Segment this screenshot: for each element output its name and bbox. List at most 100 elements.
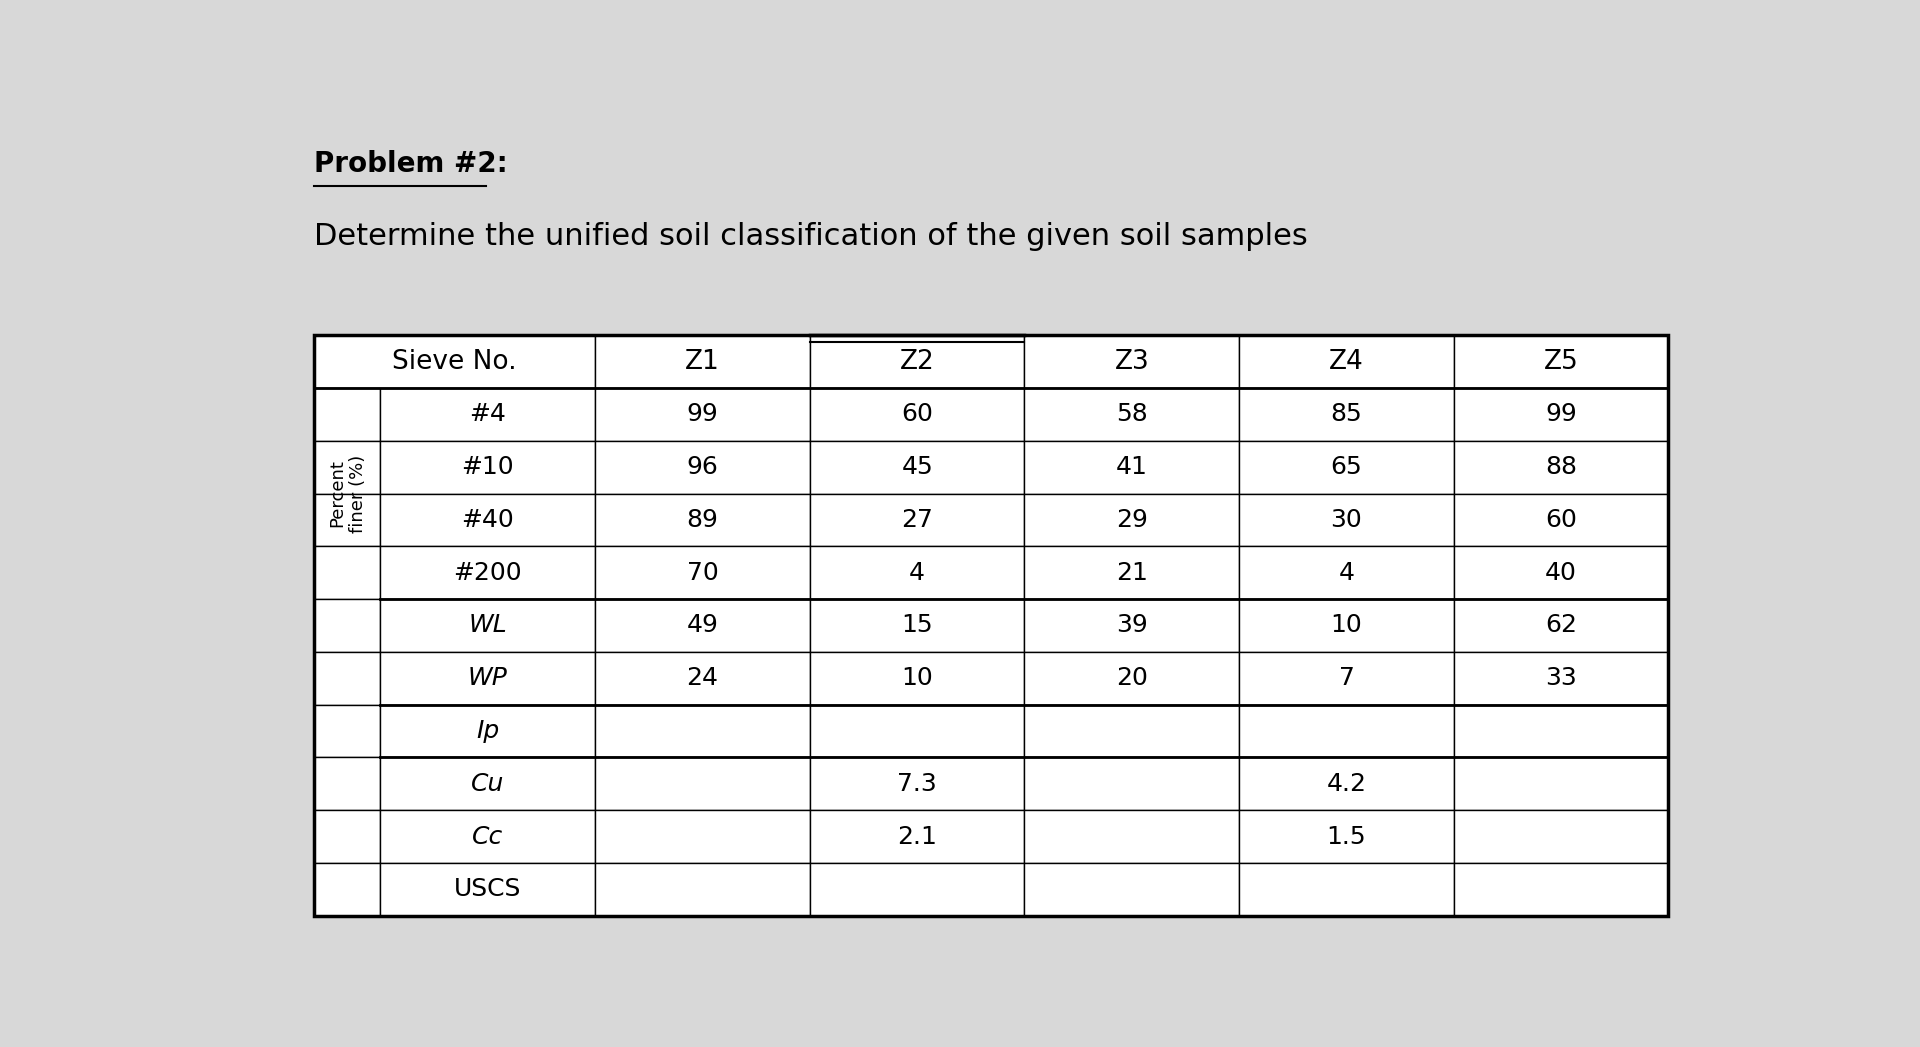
Bar: [595, 388, 810, 441]
Bar: [1025, 652, 1238, 705]
Text: WL: WL: [468, 614, 507, 638]
Bar: [380, 863, 595, 916]
Bar: [1025, 441, 1238, 493]
Text: 40: 40: [1546, 561, 1576, 584]
Bar: [1453, 863, 1668, 916]
Bar: [1238, 705, 1453, 757]
Bar: [380, 599, 595, 652]
Text: 4.2: 4.2: [1327, 772, 1367, 796]
Text: Percent
finer (%): Percent finer (%): [328, 454, 367, 533]
Text: 2.1: 2.1: [897, 825, 937, 848]
Text: 58: 58: [1116, 402, 1148, 426]
Bar: [810, 547, 1025, 599]
Text: Z1: Z1: [685, 349, 720, 375]
Text: Problem #2:: Problem #2:: [315, 150, 509, 178]
Bar: [1453, 757, 1668, 810]
Text: 60: 60: [900, 402, 933, 426]
Bar: [810, 335, 1025, 388]
Text: 88: 88: [1546, 455, 1576, 480]
Bar: [810, 757, 1025, 810]
Bar: [810, 705, 1025, 757]
Text: 4: 4: [1338, 561, 1354, 584]
Bar: [1025, 705, 1238, 757]
Text: 7: 7: [1338, 666, 1354, 690]
Bar: [595, 705, 810, 757]
Text: #4: #4: [468, 402, 507, 426]
Text: Cc: Cc: [472, 825, 503, 848]
Text: 85: 85: [1331, 402, 1363, 426]
Bar: [1238, 757, 1453, 810]
Bar: [595, 441, 810, 493]
Bar: [315, 335, 1668, 916]
Text: 20: 20: [1116, 666, 1148, 690]
Text: 99: 99: [687, 402, 718, 426]
Text: 33: 33: [1546, 666, 1576, 690]
Text: 60: 60: [1546, 508, 1576, 532]
Text: 10: 10: [900, 666, 933, 690]
Text: 15: 15: [900, 614, 933, 638]
Bar: [595, 652, 810, 705]
Text: 21: 21: [1116, 561, 1148, 584]
Bar: [315, 547, 380, 599]
Bar: [1238, 863, 1453, 916]
Bar: [595, 810, 810, 863]
Text: 7.3: 7.3: [897, 772, 937, 796]
Bar: [380, 810, 595, 863]
Text: 27: 27: [900, 508, 933, 532]
Text: 1.5: 1.5: [1327, 825, 1367, 848]
Text: 62: 62: [1546, 614, 1576, 638]
Text: 24: 24: [687, 666, 718, 690]
Bar: [810, 652, 1025, 705]
Text: WP: WP: [468, 666, 507, 690]
Text: 70: 70: [687, 561, 718, 584]
Bar: [1453, 652, 1668, 705]
Bar: [1453, 705, 1668, 757]
Bar: [380, 705, 595, 757]
Bar: [1453, 810, 1668, 863]
Text: 29: 29: [1116, 508, 1148, 532]
Text: Z4: Z4: [1329, 349, 1363, 375]
Text: Sieve No.: Sieve No.: [392, 349, 516, 375]
Bar: [810, 599, 1025, 652]
Bar: [1238, 493, 1453, 547]
Bar: [1025, 757, 1238, 810]
Text: #200: #200: [453, 561, 522, 584]
Text: 99: 99: [1546, 402, 1576, 426]
Bar: [1453, 599, 1668, 652]
Bar: [315, 757, 380, 810]
Text: 89: 89: [687, 508, 718, 532]
Text: 45: 45: [900, 455, 933, 480]
Text: USCS: USCS: [455, 877, 522, 901]
Bar: [595, 757, 810, 810]
Bar: [1025, 335, 1238, 388]
Bar: [810, 810, 1025, 863]
Text: Cu: Cu: [470, 772, 505, 796]
Text: Z3: Z3: [1114, 349, 1150, 375]
Bar: [1238, 441, 1453, 493]
Bar: [1025, 810, 1238, 863]
Bar: [1453, 441, 1668, 493]
Bar: [1453, 335, 1668, 388]
Bar: [1238, 335, 1453, 388]
Bar: [380, 757, 595, 810]
Bar: [1453, 388, 1668, 441]
Bar: [315, 705, 380, 757]
Bar: [380, 441, 595, 493]
Bar: [1238, 599, 1453, 652]
Bar: [315, 652, 380, 705]
Bar: [810, 493, 1025, 547]
Text: Determine the unified soil classification of the given soil samples: Determine the unified soil classificatio…: [315, 222, 1308, 251]
Bar: [1453, 547, 1668, 599]
Bar: [810, 388, 1025, 441]
Bar: [315, 441, 380, 493]
Bar: [1025, 547, 1238, 599]
Bar: [1238, 652, 1453, 705]
Bar: [595, 335, 810, 388]
Bar: [1025, 599, 1238, 652]
Bar: [595, 493, 810, 547]
Bar: [1238, 810, 1453, 863]
Bar: [315, 388, 380, 441]
Bar: [315, 863, 380, 916]
Bar: [810, 863, 1025, 916]
Bar: [595, 599, 810, 652]
